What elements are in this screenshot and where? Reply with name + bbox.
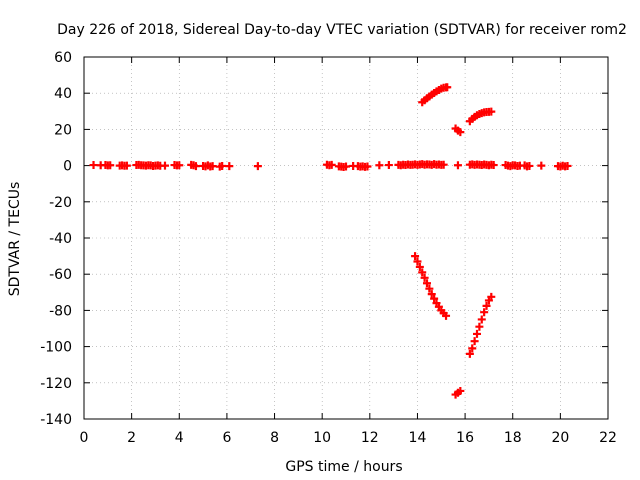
y-tick-label: -40 [49, 231, 72, 247]
data-point-arc-falling-15h [422, 279, 431, 288]
data-point-near-zero [89, 161, 98, 170]
x-tick-label: 22 [599, 430, 617, 446]
data-point-arc-falling-17h [480, 308, 489, 317]
y-tick-label: -80 [49, 303, 72, 319]
data-point-near-zero [191, 162, 200, 171]
data-point-near-zero [175, 161, 184, 170]
data-point-arc-falling-17h [487, 292, 496, 301]
x-tick-label: 18 [504, 430, 522, 446]
data-point-near-zero [525, 161, 534, 170]
data-point-arc-falling-17h [473, 329, 481, 338]
data-point-arc-falling-17h [475, 322, 484, 331]
x-tick-label: 0 [80, 430, 89, 446]
data-point-arc-rising-17h [456, 128, 465, 137]
x-tick-label: 16 [456, 430, 474, 446]
data-point-near-zero [106, 161, 115, 170]
data-point-near-zero [439, 160, 448, 169]
data-point-arc-falling-15h [415, 262, 424, 271]
data-point-near-zero [537, 161, 546, 170]
data-point-arc-falling-15h [420, 273, 429, 282]
data-markers [89, 83, 572, 399]
data-point-near-zero [218, 161, 227, 170]
y-tick-label: -100 [40, 340, 72, 356]
y-tick-label: -60 [49, 267, 72, 283]
data-point-arc-falling-15h [442, 311, 451, 320]
chart-title: Day 226 of 2018, Sidereal Day-to-day VTE… [57, 22, 627, 38]
data-point-near-zero [384, 161, 393, 170]
data-point-arc-rising-17h [487, 107, 496, 116]
y-tick-label: 60 [54, 50, 72, 66]
y-tick-label: 40 [54, 86, 72, 102]
data-point-near-zero [208, 162, 217, 171]
x-axis-label: GPS time / hours [285, 459, 402, 475]
data-point-arc-falling-15h [418, 268, 427, 277]
data-point-arc-falling-15h [411, 252, 420, 261]
x-tick-label: 6 [222, 430, 231, 446]
data-point-near-zero [563, 161, 572, 170]
grid [84, 57, 608, 419]
data-point-near-zero [375, 161, 384, 170]
data-point-arc-falling-17h [456, 386, 465, 395]
data-point-near-zero [225, 162, 234, 171]
plot-frame [83, 56, 609, 420]
data-point-near-zero [363, 162, 372, 171]
data-point-arc-rising-15h [443, 83, 452, 92]
data-point-near-zero [253, 162, 262, 171]
data-point-near-zero [327, 160, 336, 169]
x-tick-label: 2 [127, 430, 136, 446]
data-point-arc-falling-17h [468, 344, 477, 353]
data-point-arc-falling-15h [425, 284, 434, 293]
data-point-arc-falling-15h [427, 290, 436, 299]
data-point-arc-falling-17h [482, 301, 491, 310]
y-tick-label: 0 [63, 159, 72, 175]
y-tick-label: -140 [40, 412, 72, 428]
data-point-arc-falling-15h [430, 294, 439, 303]
x-tick-label: 20 [551, 430, 569, 446]
data-point-near-zero [160, 161, 169, 170]
x-tick-label: 12 [361, 430, 379, 446]
data-point-arc-falling-17h [465, 349, 474, 358]
x-tick-label: 8 [270, 430, 279, 446]
x-tick-label: 10 [313, 430, 331, 446]
data-point-near-zero [122, 161, 131, 170]
data-point-near-zero [489, 161, 498, 170]
y-tick-label: -20 [49, 195, 72, 211]
data-point-near-zero [342, 162, 350, 171]
data-point-near-zero [453, 161, 462, 170]
data-point-arc-falling-17h [477, 315, 486, 324]
y-axis-label: SDTVAR / TECUs [7, 182, 23, 297]
x-tick-label: 14 [409, 430, 427, 446]
data-point-arc-falling-17h [470, 337, 479, 346]
y-tick-label: -120 [40, 376, 72, 392]
y-tick-label: 20 [54, 122, 72, 138]
data-point-arc-falling-15h [413, 257, 422, 266]
x-tick-label: 4 [175, 430, 184, 446]
axis-ticks: 0 2 4 6 8 10 12 14 16 18 20 22 -140 -120 -100 -80 -60 -40… [40, 50, 617, 446]
